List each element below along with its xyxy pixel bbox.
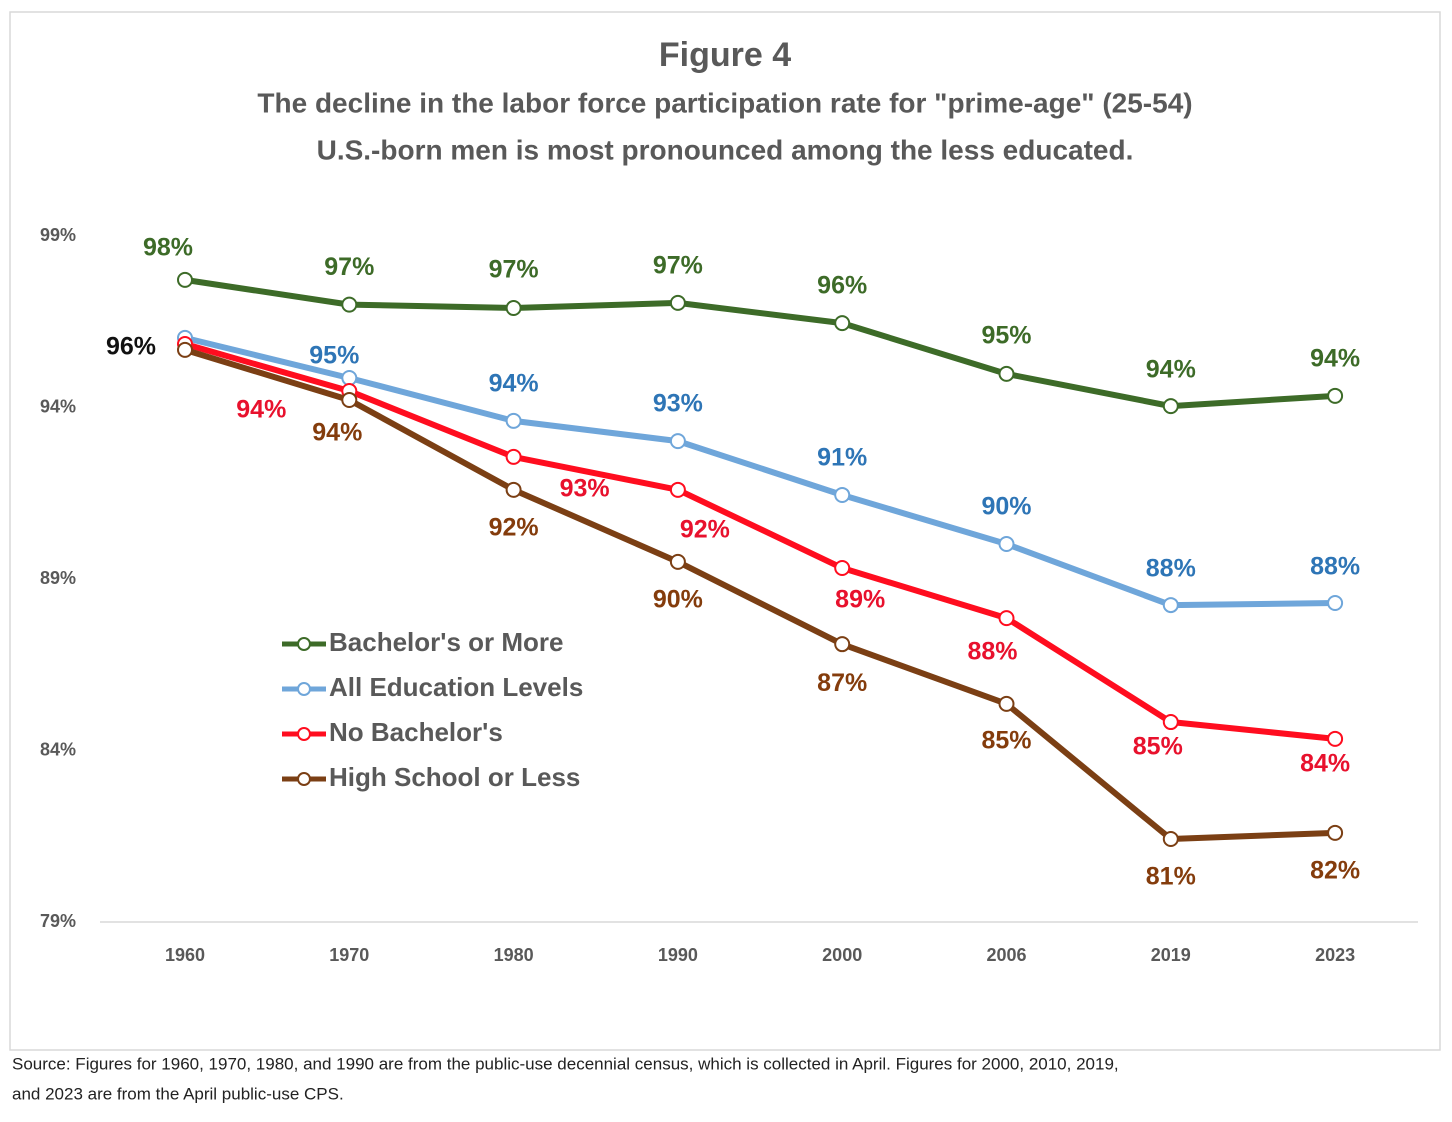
data-label: 93% (560, 475, 610, 503)
series-line (184, 347, 1336, 842)
data-label: 98% (143, 234, 193, 262)
data-point (505, 448, 522, 465)
data-point (834, 636, 851, 653)
series-line (184, 341, 1336, 742)
legend-marker (297, 772, 311, 786)
data-label: 94% (1146, 356, 1196, 384)
data-label: 82% (1310, 856, 1360, 884)
y-tick-label: 89% (40, 568, 76, 588)
series-line (184, 334, 1336, 609)
data-point (505, 300, 522, 317)
x-tick-label: 1990 (658, 945, 698, 965)
x-tick-label: 1980 (494, 945, 534, 965)
data-point (1327, 387, 1344, 404)
data-label: 87% (817, 669, 867, 697)
x-tick-label: 2019 (1151, 945, 1191, 965)
data-point (1162, 398, 1179, 415)
data-label: 97% (324, 253, 374, 281)
data-point (998, 365, 1015, 382)
chart-subtitle: The decline in the labor force participa… (257, 87, 1192, 118)
x-tick-label: 1970 (329, 945, 369, 965)
y-tick-label: 99% (40, 225, 76, 245)
y-tick-label: 84% (40, 739, 76, 759)
data-label: 81% (1146, 863, 1196, 891)
source-note: Source: Figures for 1960, 1970, 1980, an… (12, 1054, 1119, 1073)
data-point (1162, 714, 1179, 731)
data-label: 94% (489, 369, 539, 397)
data-point (834, 315, 851, 332)
data-label: 92% (680, 515, 730, 543)
data-label: 92% (489, 513, 539, 541)
data-label: 84% (1300, 749, 1350, 777)
x-tick-label: 2000 (822, 945, 862, 965)
data-point (669, 433, 686, 450)
legend-label: No Bachelor's (329, 717, 503, 747)
legend-marker (297, 637, 311, 651)
chart-subtitle: U.S.-born men is most pronounced among t… (317, 134, 1134, 165)
data-label: 88% (1146, 555, 1196, 583)
legend-label: Bachelor's or More (329, 627, 563, 657)
data-point (669, 294, 686, 311)
data-label: 90% (981, 493, 1031, 521)
data-point (1327, 824, 1344, 841)
data-label: 96% (106, 332, 156, 360)
data-label: 94% (1310, 344, 1360, 372)
legend-label: All Education Levels (329, 672, 583, 702)
data-label: 85% (981, 726, 1031, 754)
x-tick-label: 2006 (986, 945, 1026, 965)
data-label: 85% (1133, 733, 1183, 761)
data-point (1162, 830, 1179, 847)
y-tick-label: 79% (40, 911, 76, 931)
data-point (669, 553, 686, 570)
data-point (998, 536, 1015, 553)
data-label: 97% (653, 251, 703, 279)
series-line (184, 276, 1336, 410)
data-point (1162, 597, 1179, 614)
legend-marker (297, 682, 311, 696)
data-label: 91% (817, 444, 867, 472)
data-point (341, 391, 358, 408)
data-point (998, 695, 1015, 712)
data-point (505, 481, 522, 498)
source-note: and 2023 are from the April public-use C… (12, 1084, 344, 1103)
data-label: 88% (967, 638, 1017, 666)
data-point (834, 560, 851, 577)
data-label: 96% (817, 272, 867, 300)
data-point (341, 296, 358, 313)
data-label: 97% (489, 256, 539, 284)
data-point (177, 341, 193, 358)
y-tick-label: 94% (40, 396, 76, 416)
data-label: 88% (1310, 553, 1360, 581)
legend-marker (297, 727, 311, 741)
data-label: 89% (835, 586, 885, 614)
data-label: 93% (653, 390, 703, 418)
chart-frame (9, 11, 1441, 1051)
x-tick-label: 2023 (1315, 945, 1355, 965)
data-point (341, 370, 358, 387)
data-label: 94% (312, 419, 362, 447)
data-label: 94% (236, 396, 286, 424)
data-point (505, 412, 522, 429)
data-point (834, 486, 851, 503)
data-point (669, 481, 686, 498)
x-tick-label: 1960 (165, 945, 205, 965)
data-point (1327, 730, 1344, 747)
data-point (177, 271, 193, 288)
data-label: 95% (981, 321, 1031, 349)
data-point (1327, 595, 1344, 612)
data-label: 90% (653, 585, 703, 613)
data-label: 95% (309, 342, 359, 370)
data-point (998, 610, 1015, 627)
legend-label: High School or Less (329, 762, 580, 792)
chart-title: Figure 4 (659, 36, 791, 74)
